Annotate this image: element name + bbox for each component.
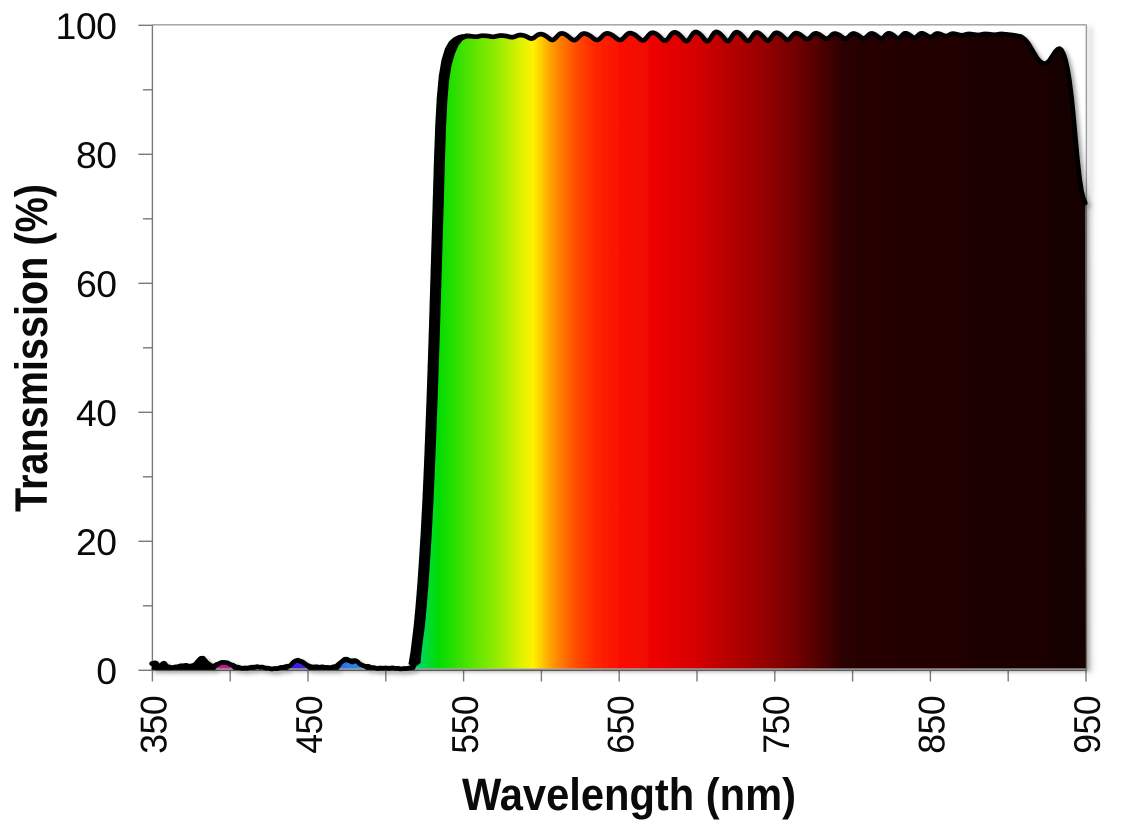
svg-text:550: 550 <box>444 696 486 754</box>
svg-text:Wavelength (nm): Wavelength (nm) <box>462 769 796 820</box>
svg-text:Transmission (%): Transmission (%) <box>6 184 57 512</box>
svg-text:850: 850 <box>911 696 953 754</box>
svg-text:60: 60 <box>76 263 117 305</box>
svg-text:350: 350 <box>133 696 175 754</box>
svg-text:0: 0 <box>96 650 116 692</box>
svg-text:100: 100 <box>56 5 117 47</box>
svg-text:950: 950 <box>1066 696 1108 754</box>
svg-text:20: 20 <box>76 521 117 563</box>
svg-text:80: 80 <box>76 134 117 176</box>
svg-text:40: 40 <box>76 392 117 434</box>
svg-text:650: 650 <box>599 696 641 754</box>
svg-text:750: 750 <box>755 696 797 754</box>
svg-text:450: 450 <box>288 696 330 754</box>
